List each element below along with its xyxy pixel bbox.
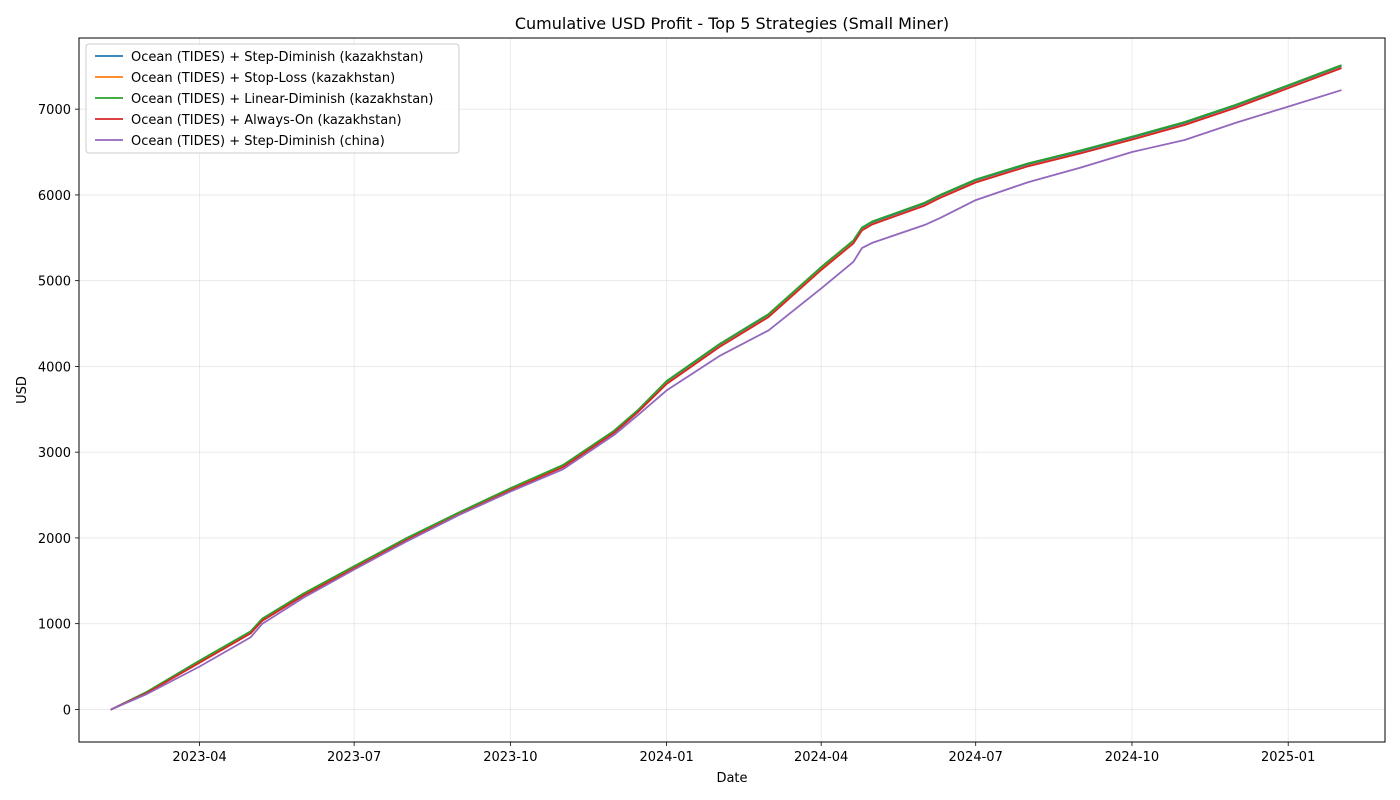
y-tick-label: 4000 [38,360,71,375]
legend-label: Ocean (TIDES) + Step-Diminish (china) [131,134,385,149]
grid-lines [79,38,1385,742]
y-tick-label: 6000 [38,189,71,204]
x-axis-title: Date [716,771,747,786]
plot-frame [78,37,1386,743]
series-lines [110,64,1342,711]
legend: Ocean (TIDES) + Step-Diminish (kazakhsta… [85,43,460,154]
y-tick-label: 5000 [38,275,71,290]
x-axis: 2023-04 2023-07 2023-10 2024-01 2024-04 2024-… [172,742,1315,765]
x-tick-label: 2024-04 [794,750,848,765]
y-tick-label: 1000 [38,618,71,633]
series-line-3 [110,64,1342,711]
series-line-4 [110,67,1342,711]
x-tick-label: 2023-10 [483,750,537,765]
y-tick-label: 3000 [38,446,71,461]
x-tick-label: 2024-07 [949,750,1003,765]
y-tick-label: 7000 [38,103,71,118]
legend-box [85,43,460,154]
series-line-5 [110,89,1342,711]
y-axis: 0 1000 2000 3000 4000 5000 6000 7000 [38,103,79,718]
x-tick-label: 2024-01 [639,750,693,765]
x-tick-label: 2023-04 [172,750,226,765]
x-tick-label: 2025-01 [1261,750,1315,765]
x-tick-label: 2024-10 [1105,750,1159,765]
legend-label: Ocean (TIDES) + Stop-Loss (kazakhstan) [131,71,395,86]
chart-title: Cumulative USD Profit - Top 5 Strategies… [515,14,949,33]
legend-label: Ocean (TIDES) + Step-Diminish (kazakhsta… [131,50,424,65]
legend-label: Ocean (TIDES) + Linear-Diminish (kazakhs… [131,92,433,107]
x-tick-label: 2023-07 [327,750,381,765]
y-axis-title: USD [15,376,30,404]
legend-label: Ocean (TIDES) + Always-On (kazakhstan) [131,113,402,128]
y-tick-label: 0 [63,703,71,718]
y-tick-label: 2000 [38,532,71,547]
